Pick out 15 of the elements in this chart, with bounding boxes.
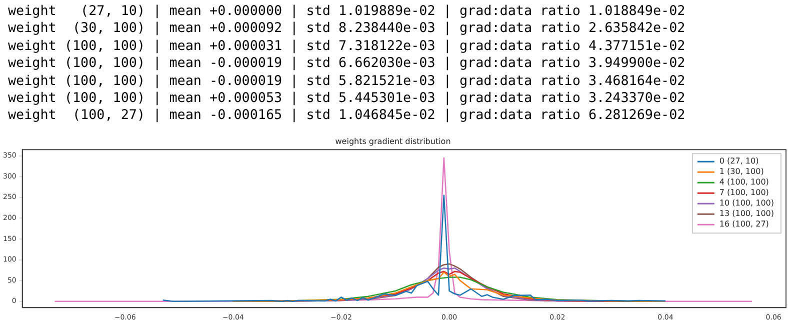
text: weight (100, 100) | mean +0.000053 | std 5.445301e-03 | grad:data ratio 3.243370e-02 [8, 90, 686, 108]
legend-label: 0 (27, 10) [719, 156, 759, 166]
text: weight (30, 100) | mean +0.000092 | std 8.238440e-03 | grad:data ratio 2.635842e-02 [8, 20, 686, 38]
legend-label: 16 (100, 27) [719, 220, 769, 229]
text: weight (100, 100) | mean +0.000031 | std 7.318122e-03 | grad:data ratio 4.377151e-02 [8, 38, 686, 56]
legend-label: 10 (100, 100) [719, 198, 774, 208]
text: weight (100, 100) | mean -0.000019 | std 5.821521e-03 | grad:data ratio 3.468164e-02 [8, 72, 686, 90]
chart-title: weights gradient distribution [335, 136, 451, 146]
legend-label: 4 (100, 100) [719, 178, 769, 187]
text: weight (100, 27) | mean -0.000165 | std 1.046845e-02 | grad:data ratio 6.281269e-02 [8, 107, 686, 125]
text: weight (100, 100) | mean -0.000019 | std 6.662030e-03 | grad:data ratio 3.949900e-02 [8, 55, 686, 73]
legend-label: 1 (30, 100) [719, 167, 764, 176]
legend-label: 7 (100, 100) [719, 188, 769, 198]
legend-label: 13 (100, 100) [719, 209, 774, 218]
text: weight (27, 10) | mean +0.000000 | std 1.019889e-02 | grad:data ratio 1.018849e-02 [8, 3, 686, 20]
